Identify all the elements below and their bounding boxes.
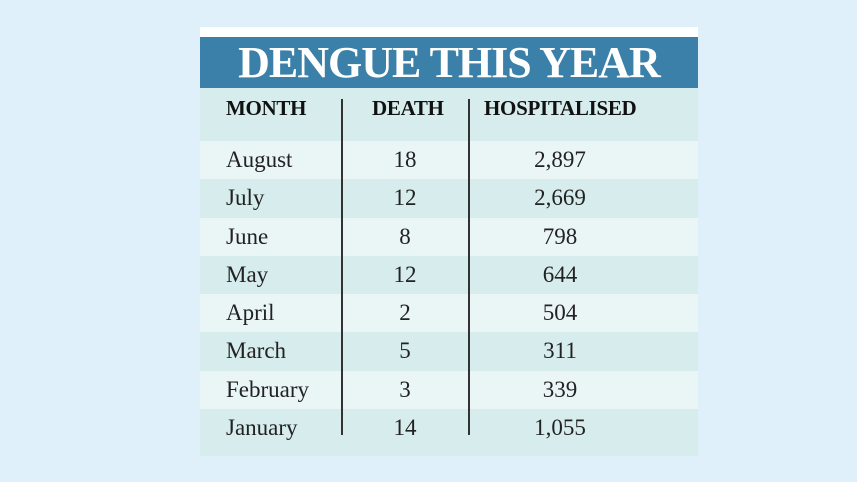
cell-hospitalised: 798 [542,223,578,249]
table-row: March 5 311 [200,332,698,371]
table-row: January 14 1,055 [200,409,698,448]
cell-month: August [226,147,293,172]
cell-death: 14 [393,415,417,441]
cell-hospitalised: 644 [542,261,578,287]
column-divider [468,99,470,435]
cell-month: April [226,300,275,326]
cell-death: 12 [393,185,417,211]
table-row: February 3 339 [200,370,698,410]
cell-hospitalised: 2,897 [534,147,586,172]
cell-death: 12 [393,261,417,287]
cell-hospitalised: 311 [543,338,577,364]
column-divider [341,99,343,435]
cell-month: May [226,261,269,287]
cell-death: 2 [399,300,411,326]
cell-month: January [226,415,298,441]
cell-hospitalised: 339 [542,376,578,402]
table-title: DENGUE THIS YEAR [200,37,698,88]
cell-month: July [226,185,265,211]
cell-month: March [226,338,287,364]
top-strip [200,27,698,37]
header-month: MONTH [226,96,307,120]
cell-death: 8 [399,223,411,249]
table-row: May 12 644 [200,255,698,295]
cell-hospitalised: 2,669 [534,185,586,211]
table-row: July 12 2,669 [200,179,698,218]
cell-month: February [226,376,310,402]
header-row: MONTH DEATH HOSPITALISED [200,88,698,138]
cell-month: June [226,223,269,249]
header-hospitalised: HOSPITALISED [484,96,637,120]
dengue-table-card: DENGUE THIS YEAR MONTH DEATH HOSPITALISE… [200,27,698,456]
table-row: June 8 798 [200,217,698,256]
table-row: April 2 504 [200,294,698,333]
cell-death: 18 [393,147,417,172]
header-death: DEATH [372,96,444,120]
cell-death: 3 [399,376,411,402]
cell-hospitalised: 1,055 [534,415,586,441]
table-row: August 18 2,897 [200,141,698,180]
cell-hospitalised: 504 [542,300,578,326]
cell-death: 5 [399,338,411,364]
